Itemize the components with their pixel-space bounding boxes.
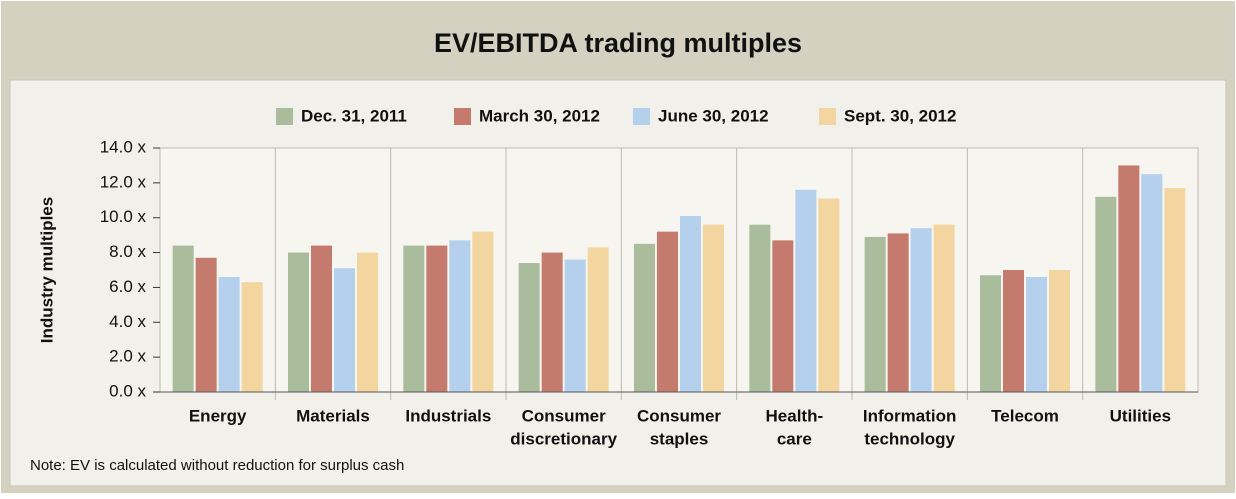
legend-label: March 30, 2012 [479, 106, 600, 125]
y-axis-label: Industry multiples [37, 197, 56, 343]
y-tick-label: 12.0 x [100, 172, 147, 191]
x-tick-label: Health- [766, 406, 824, 425]
legend-swatch [633, 108, 650, 125]
bar [426, 245, 448, 392]
bar [518, 263, 540, 392]
x-tick-label: Telecom [991, 406, 1059, 425]
bar [910, 228, 932, 392]
bar [887, 233, 909, 392]
bar [772, 240, 794, 392]
x-tick-label: Information [863, 406, 957, 425]
bar [657, 231, 678, 392]
bar [587, 247, 609, 392]
legend-swatch [819, 108, 836, 125]
x-tick-label: Energy [189, 406, 247, 425]
bar [795, 189, 817, 392]
legend-label: June 30, 2012 [658, 106, 769, 125]
bar [541, 252, 563, 392]
bar [933, 224, 955, 392]
y-tick-label: 14.0 x [100, 137, 147, 156]
chart-title: EV/EBITDA trading multiples [434, 28, 802, 58]
bar [195, 257, 217, 392]
legend-swatch [454, 108, 471, 125]
note: Note: EV is calculated without reduction… [30, 457, 404, 474]
bar [1049, 270, 1070, 392]
x-tick-label: technology [864, 429, 955, 448]
bar [334, 268, 355, 392]
bar [172, 245, 194, 392]
bar [449, 240, 471, 392]
x-tick-label: Consumer [637, 406, 721, 425]
y-tick-label: 6.0 x [109, 277, 146, 296]
y-tick-label: 0.0 x [109, 381, 146, 400]
bar [472, 231, 494, 392]
x-tick-label: staples [650, 429, 709, 448]
plot-area [159, 147, 1199, 393]
x-tick-label: Materials [296, 406, 370, 425]
x-tick-label: Utilities [1110, 406, 1171, 425]
legend-label: Dec. 31, 2011 [301, 106, 407, 125]
bar [1141, 174, 1163, 392]
bar [403, 245, 425, 392]
bar [749, 224, 771, 392]
bar [311, 245, 332, 392]
bar [1003, 270, 1024, 392]
x-tick-label: Industrials [405, 406, 491, 425]
bar [357, 252, 378, 392]
bar [241, 282, 263, 392]
y-tick-label: 2.0 x [109, 347, 146, 366]
y-tick-label: 8.0 x [109, 242, 146, 261]
legend-label: Sept. 30, 2012 [844, 106, 956, 125]
y-tick-label: 4.0 x [109, 312, 146, 331]
bar [564, 259, 586, 392]
x-tick-label: discretionary [510, 429, 617, 448]
bar [1164, 188, 1186, 392]
x-tick-label: Consumer [522, 406, 606, 425]
bar [980, 275, 1001, 392]
bar [218, 276, 240, 392]
bar [1026, 276, 1047, 392]
bar [818, 198, 840, 392]
bar [864, 236, 886, 392]
x-tick-label: care [777, 429, 812, 448]
legend-swatch [276, 108, 293, 125]
bar [680, 215, 701, 392]
bar [288, 252, 309, 392]
bar [1118, 165, 1140, 392]
bar [634, 243, 655, 392]
bar [703, 224, 724, 392]
y-tick-label: 10.0 x [100, 207, 147, 226]
bar [1095, 196, 1117, 392]
